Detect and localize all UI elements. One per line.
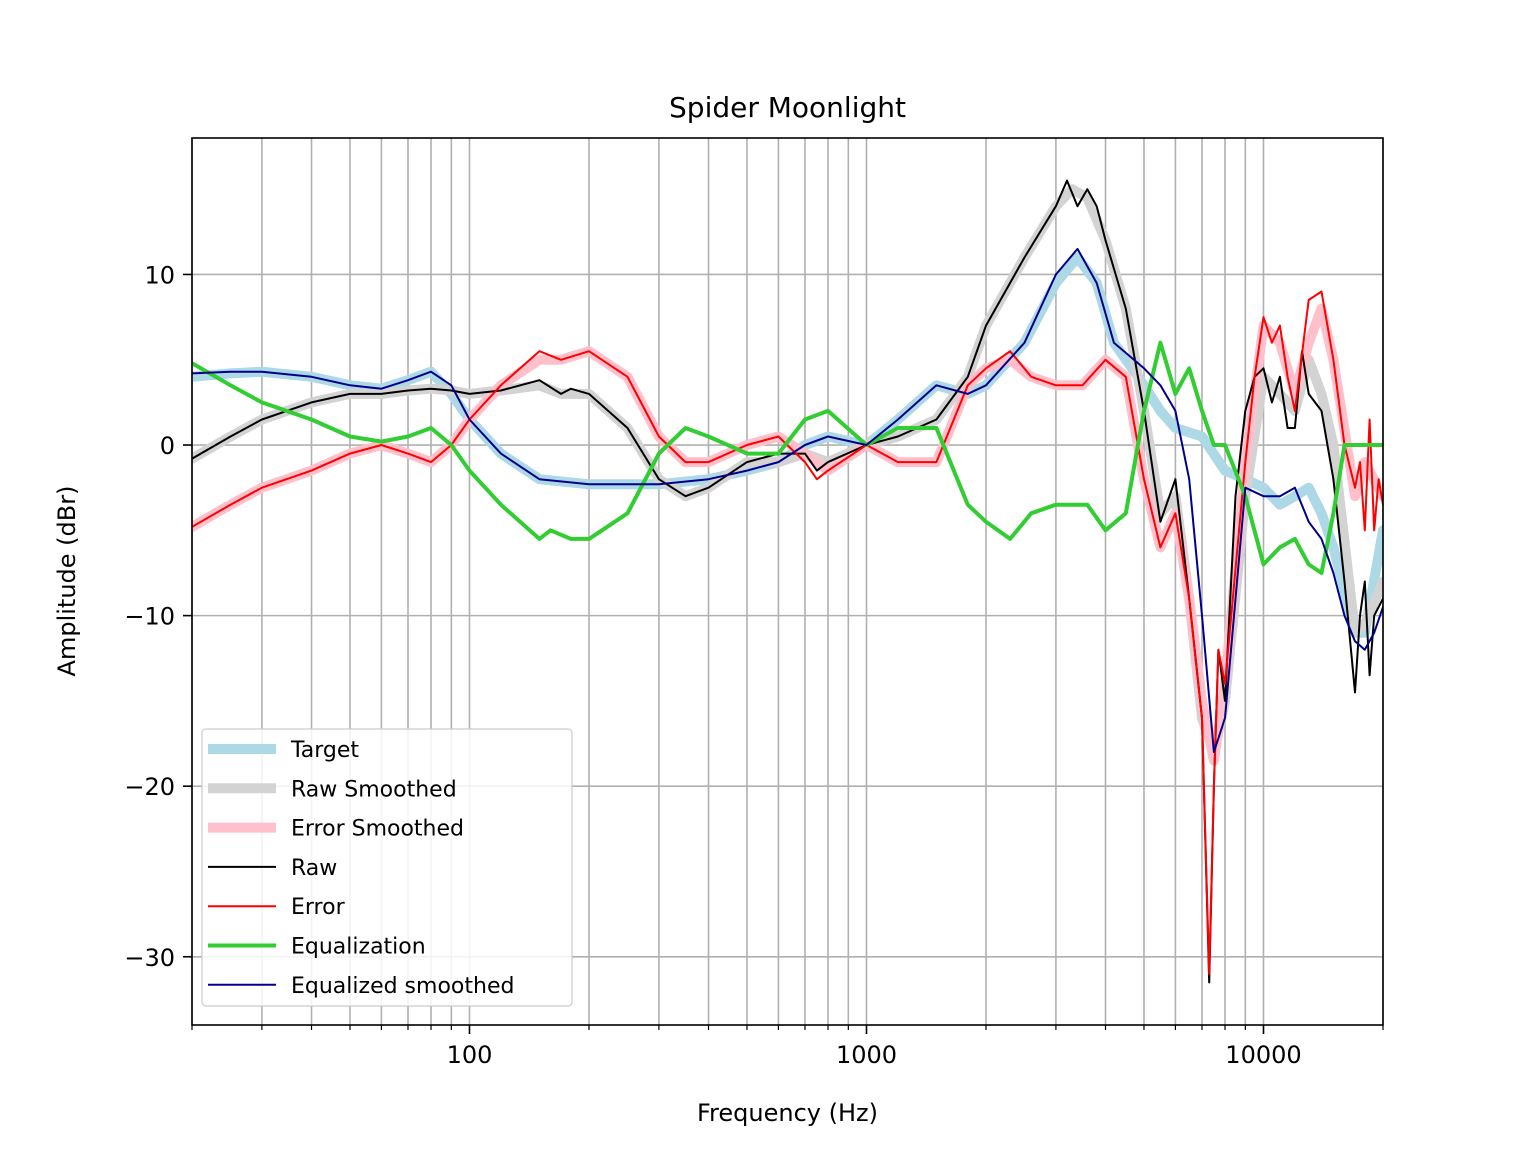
series-line-raw bbox=[192, 179, 1383, 984]
y-axis-label: Amplitude (dBr) bbox=[53, 486, 81, 677]
series-line-error bbox=[192, 290, 1383, 975]
plot-frame bbox=[191, 137, 1384, 1026]
legend-label-target: Target bbox=[290, 738, 359, 763]
legend-label-equalized-smoothed: Equalized smoothed bbox=[291, 974, 514, 999]
chart-title: Spider Moonlight bbox=[669, 91, 906, 124]
x-tick-label: 100 bbox=[447, 1041, 493, 1069]
y-tick-label: 10 bbox=[144, 261, 175, 289]
series-line-equalization bbox=[192, 340, 1383, 575]
series-line-equalized-smoothed bbox=[192, 247, 1383, 754]
series-lines bbox=[192, 179, 1383, 984]
legend-label-raw-smoothed: Raw Smoothed bbox=[291, 777, 457, 802]
grid-lines bbox=[191, 138, 1384, 1025]
legend-label-raw: Raw bbox=[291, 856, 337, 881]
legend-label-equalization: Equalization bbox=[291, 935, 426, 960]
legend: Target Raw Smoothed Error Smoothed Raw Error… bbox=[201, 728, 573, 1007]
legend-label-error-smoothed: Error Smoothed bbox=[291, 817, 464, 842]
x-tick-label: 10000 bbox=[1225, 1041, 1301, 1069]
y-tick-label: 0 bbox=[160, 432, 175, 460]
y-tick-label: −10 bbox=[124, 603, 175, 631]
legend-frame bbox=[201, 728, 573, 1007]
x-tick-label: 1000 bbox=[836, 1041, 897, 1069]
legend-label-error: Error bbox=[291, 895, 346, 920]
y-tick-label: −20 bbox=[124, 773, 175, 801]
y-tick-label: −30 bbox=[124, 944, 175, 972]
x-axis-label: Frequency (Hz) bbox=[697, 1099, 878, 1127]
